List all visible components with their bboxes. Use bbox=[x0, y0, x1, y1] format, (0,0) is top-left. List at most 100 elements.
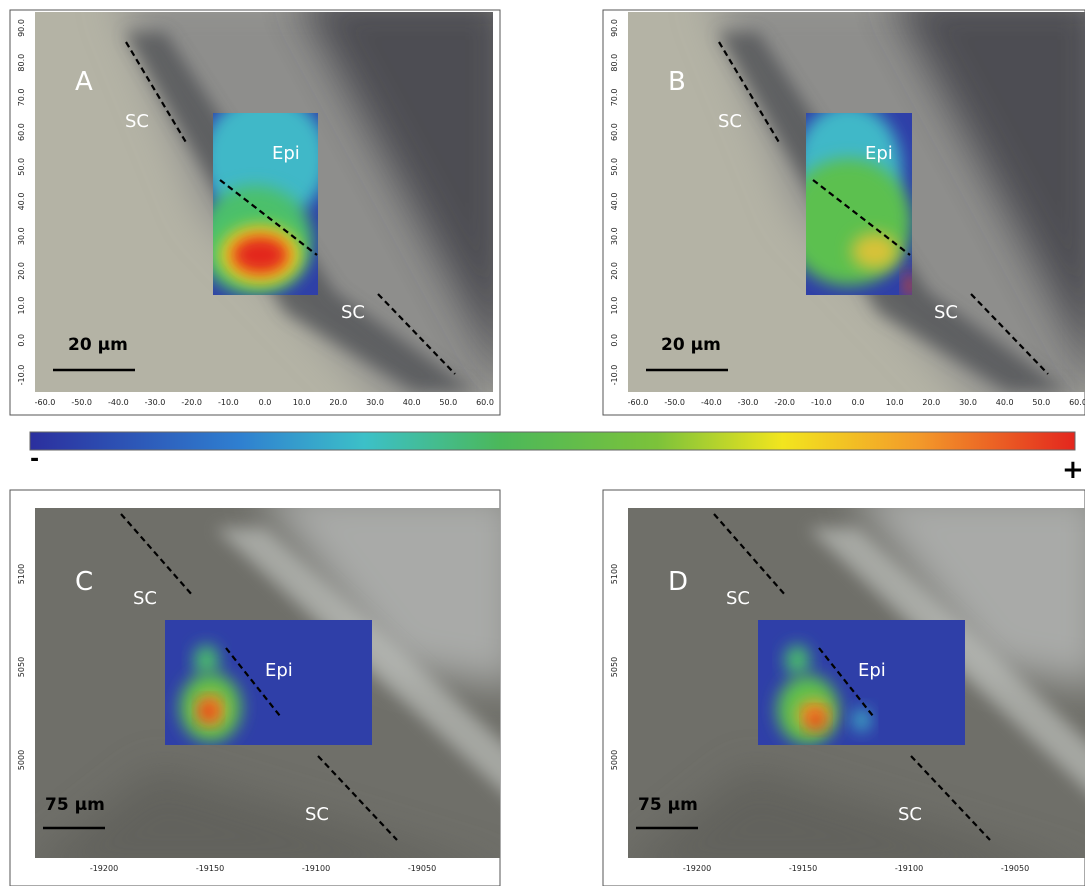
y-tick-label: 90.0 bbox=[610, 19, 619, 37]
y-tick-label: 70.0 bbox=[610, 88, 619, 106]
annotation: Epi bbox=[858, 660, 886, 681]
y-tick-label: 5100 bbox=[17, 564, 26, 584]
annotation: SC bbox=[718, 111, 742, 132]
y-tick-label: 5050 bbox=[17, 657, 26, 677]
boundary-line bbox=[377, 293, 456, 375]
light-region bbox=[863, 508, 1085, 685]
x-tick-label: -19200 bbox=[683, 864, 711, 873]
annotation: SC bbox=[898, 804, 922, 825]
annotation: SC bbox=[305, 804, 329, 825]
light-region bbox=[270, 508, 500, 685]
x-tick-label: -30.0 bbox=[738, 398, 759, 407]
heat-blob bbox=[807, 711, 825, 729]
boundary-line bbox=[713, 513, 787, 597]
x-tick-label: 60.0 bbox=[1069, 398, 1085, 407]
x-tick-label: 10.0 bbox=[293, 398, 311, 407]
y-tick-label: 0.0 bbox=[17, 334, 26, 347]
x-tick-label: 50.0 bbox=[1032, 398, 1050, 407]
y-tick-label: 50.0 bbox=[17, 158, 26, 176]
x-tick-label: 0.0 bbox=[852, 398, 865, 407]
y-tick-label: 80.0 bbox=[17, 54, 26, 72]
y-tick-label: 80.0 bbox=[610, 54, 619, 72]
colorbar-max: + bbox=[1062, 455, 1084, 485]
x-tick-label: -60.0 bbox=[628, 398, 649, 407]
x-tick-label: -19200 bbox=[90, 864, 118, 873]
y-tick-label: 20.0 bbox=[17, 262, 26, 280]
panel: B SC Epi SC 20 µm -60.0 -50.0 -40.0 -30.0 -20.0 -1… bbox=[602, 9, 1085, 416]
scale-bar-label: 75 µm bbox=[638, 795, 698, 815]
y-tick-label: -10.0 bbox=[17, 365, 26, 386]
x-tick-label: -19050 bbox=[1001, 864, 1029, 873]
panel-label: B bbox=[668, 67, 686, 97]
y-tick-label: 5000 bbox=[610, 750, 619, 770]
y-tick-label: 70.0 bbox=[17, 88, 26, 106]
heatmap bbox=[806, 113, 912, 295]
x-tick-label: -19150 bbox=[196, 864, 224, 873]
panel: C SC Epi SC 75 µm -19200 -19150 -19100 -19050 500… bbox=[9, 489, 501, 886]
scale-bar-label: 20 µm bbox=[68, 335, 128, 355]
annotation: SC bbox=[341, 302, 365, 323]
micrograph bbox=[628, 508, 1085, 858]
heat-blob bbox=[230, 234, 290, 275]
annotation: SC bbox=[726, 588, 750, 609]
panel: D SC Epi SC 75 µm -19200 -19150 -19100 -19050 500… bbox=[602, 489, 1085, 886]
y-tick-label: 30.0 bbox=[610, 227, 619, 245]
panel: A SC Epi SC 20 µm -60.0 -50.0 -40.0 -30.0 -20.0 -1… bbox=[9, 9, 501, 416]
dark-region bbox=[40, 768, 454, 858]
colorbar bbox=[29, 431, 1076, 451]
y-tick-label: 5050 bbox=[610, 657, 619, 677]
dark-tissue bbox=[898, 12, 1085, 355]
x-tick-label: -40.0 bbox=[701, 398, 722, 407]
y-tick-label: 5100 bbox=[610, 564, 619, 584]
x-tick-label: -50.0 bbox=[664, 398, 685, 407]
panel-label: D bbox=[668, 567, 688, 597]
y-tick-label: 40.0 bbox=[610, 193, 619, 211]
y-tick-label: 30.0 bbox=[17, 227, 26, 245]
x-tick-label: -10.0 bbox=[218, 398, 239, 407]
x-tick-label: -60.0 bbox=[35, 398, 56, 407]
y-tick-label: 5000 bbox=[17, 750, 26, 770]
annotation: Epi bbox=[265, 660, 293, 681]
y-tick-label: 20.0 bbox=[610, 262, 619, 280]
x-tick-label: 0.0 bbox=[259, 398, 272, 407]
annotation: SC bbox=[125, 111, 149, 132]
x-tick-label: -20.0 bbox=[774, 398, 795, 407]
annotation: SC bbox=[934, 302, 958, 323]
boundary-line bbox=[970, 293, 1049, 375]
x-tick-label: 40.0 bbox=[403, 398, 421, 407]
x-tick-label: 60.0 bbox=[476, 398, 494, 407]
x-tick-label: 20.0 bbox=[922, 398, 940, 407]
x-tick-label: -40.0 bbox=[108, 398, 129, 407]
x-tick-label: -50.0 bbox=[71, 398, 92, 407]
annotation: Epi bbox=[865, 143, 893, 164]
y-tick-label: 40.0 bbox=[17, 193, 26, 211]
colorbar-min: - bbox=[30, 447, 39, 472]
dark-tissue bbox=[305, 12, 493, 356]
y-tick-label: 0.0 bbox=[610, 334, 619, 347]
heat-blob bbox=[853, 708, 870, 732]
boundary-line bbox=[219, 179, 318, 256]
heatmap bbox=[165, 620, 372, 745]
panel-label: C bbox=[75, 567, 93, 597]
boundary-line bbox=[225, 647, 281, 717]
boundary-line bbox=[812, 179, 911, 256]
heatmap bbox=[758, 620, 965, 745]
panel-label: A bbox=[75, 67, 93, 97]
y-tick-label: 10.0 bbox=[610, 297, 619, 315]
heat-blob bbox=[193, 645, 219, 675]
x-tick-label: 50.0 bbox=[439, 398, 457, 407]
heatmap bbox=[213, 113, 318, 295]
stratum-corneum bbox=[125, 32, 475, 392]
x-tick-label: -30.0 bbox=[145, 398, 166, 407]
boundary-line bbox=[120, 513, 194, 597]
heat-blob bbox=[200, 701, 217, 722]
x-tick-label: -20.0 bbox=[181, 398, 202, 407]
y-tick-label: 50.0 bbox=[610, 158, 619, 176]
x-tick-label: 40.0 bbox=[996, 398, 1014, 407]
x-tick-label: 30.0 bbox=[959, 398, 977, 407]
x-tick-label: -19100 bbox=[302, 864, 330, 873]
dark-region bbox=[633, 768, 1041, 858]
y-tick-label: 60.0 bbox=[17, 123, 26, 141]
y-tick-label: -10.0 bbox=[610, 365, 619, 386]
